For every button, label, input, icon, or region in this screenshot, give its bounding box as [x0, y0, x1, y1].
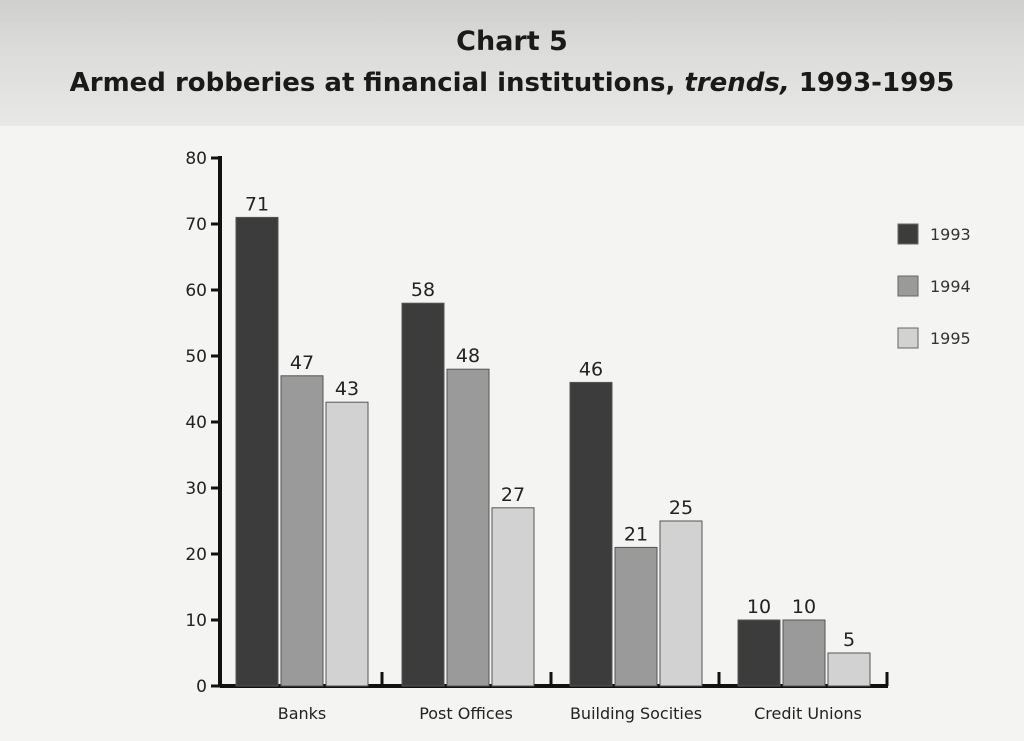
- y-tick-label: 20: [185, 545, 207, 565]
- bar: [614, 546, 658, 687]
- chart-title: Chart 5: [456, 26, 568, 57]
- bar: [659, 520, 703, 687]
- y-tick-label: 70: [185, 215, 207, 235]
- data-label: 25: [669, 497, 693, 519]
- category-label: Credit Unions: [754, 704, 862, 723]
- data-label: 43: [335, 378, 359, 400]
- bar: [235, 216, 279, 687]
- subtitle-italic: trends,: [684, 68, 790, 98]
- chart-header: Chart 5 Armed robberies at financial ins…: [0, 0, 1024, 126]
- data-label: 5: [843, 629, 855, 651]
- legend-swatch: [897, 275, 919, 297]
- y-tick-label: 80: [185, 149, 207, 169]
- data-label: 47: [290, 352, 314, 374]
- data-label: 21: [624, 523, 648, 545]
- bar: [401, 302, 445, 687]
- chart-subtitle: Armed robberies at financial institution…: [0, 68, 1024, 98]
- subtitle-main: Armed robberies at financial institution…: [69, 68, 685, 98]
- legend-label: 1994: [930, 277, 971, 296]
- legend-label: 1995: [930, 329, 971, 348]
- data-label: 46: [579, 358, 603, 380]
- y-tick-label: 10: [185, 611, 207, 631]
- data-label: 27: [501, 484, 525, 506]
- bar: [280, 375, 324, 687]
- data-label: 10: [792, 596, 816, 618]
- data-label: 48: [456, 345, 480, 367]
- data-label: 10: [747, 596, 771, 618]
- category-label: Banks: [278, 704, 327, 723]
- bar: [491, 507, 535, 687]
- category-label: Post Offices: [419, 704, 513, 723]
- data-label: 71: [245, 193, 269, 215]
- bar: [325, 401, 369, 687]
- bar: [446, 368, 490, 687]
- y-tick-label: 60: [185, 281, 207, 301]
- bar: [827, 652, 871, 687]
- bar: [782, 619, 826, 687]
- data-label: 58: [411, 279, 435, 301]
- subtitle-years: 1993-1995: [789, 68, 955, 98]
- legend-swatch: [897, 327, 919, 349]
- bar: [569, 381, 613, 687]
- y-tick-label: 0: [196, 677, 207, 697]
- legend-swatch: [897, 223, 919, 245]
- category-label: Building Socities: [570, 704, 702, 723]
- bar: [737, 619, 781, 687]
- legend-label: 1993: [930, 225, 971, 244]
- y-tick-label: 30: [185, 479, 207, 499]
- y-tick-label: 50: [185, 347, 207, 367]
- y-tick-label: 40: [185, 413, 207, 433]
